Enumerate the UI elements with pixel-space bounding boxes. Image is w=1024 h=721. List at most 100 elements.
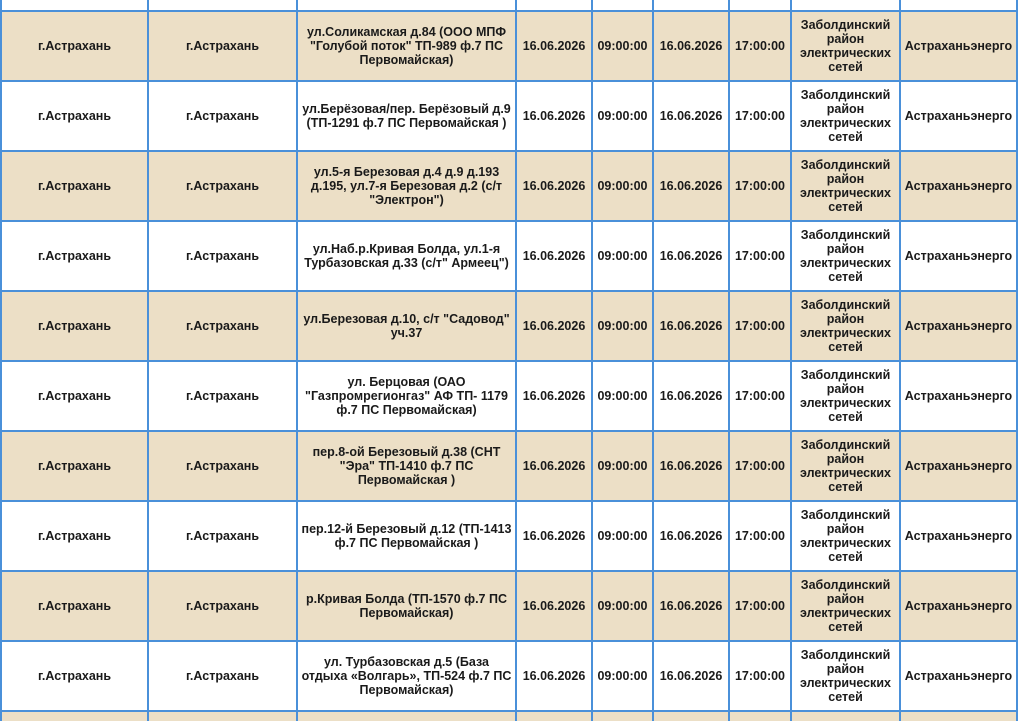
table-row: г.Астрахань г.Астрахань р.Кривая Болда (…	[0, 570, 1018, 642]
district-cell: Заболдинский район электрических сетей	[790, 640, 901, 712]
table-cell	[296, 0, 517, 12]
address-cell: ул.Березовая д.10, с/т "Садовод" уч.37	[296, 290, 517, 362]
table-cell	[652, 710, 730, 721]
start-date-cell: 16.06.2026	[515, 430, 593, 502]
table-row: г.Астрахань г.Астрахань ул.Берёзовая/пер…	[0, 80, 1018, 152]
end-time-cell: 17:00:00	[728, 80, 792, 152]
city-cell: г.Астрахань	[147, 220, 298, 292]
table-row-partial-top	[0, 0, 1018, 12]
district-cell: Заболдинский район электрических сетей	[790, 360, 901, 432]
table-row: г.Астрахань г.Астрахань ул.5-я Березовая…	[0, 150, 1018, 222]
table-row: г.Астрахань г.Астрахань ул.Березовая д.1…	[0, 290, 1018, 362]
start-date-cell: 16.06.2026	[515, 10, 593, 82]
table-cell	[899, 710, 1018, 721]
table-cell	[790, 0, 901, 12]
end-time-cell: 17:00:00	[728, 570, 792, 642]
region-cell: г.Астрахань	[0, 430, 149, 502]
table-row: г.Астрахань г.Астрахань ул. Берцовая (ОА…	[0, 360, 1018, 432]
start-time-cell: 09:00:00	[591, 500, 654, 572]
end-date-cell: 16.06.2026	[652, 430, 730, 502]
end-time-cell: 17:00:00	[728, 150, 792, 222]
start-date-cell: 16.06.2026	[515, 360, 593, 432]
table-cell	[652, 0, 730, 12]
organization-cell: Астраханьэнерго	[899, 10, 1018, 82]
region-cell: г.Астрахань	[0, 220, 149, 292]
district-cell: Заболдинский район электрических сетей	[790, 500, 901, 572]
region-cell: г.Астрахань	[0, 570, 149, 642]
table-cell	[147, 0, 298, 12]
table-row: г.Астрахань г.Астрахань ул.Соликамская д…	[0, 10, 1018, 82]
region-cell: г.Астрахань	[0, 290, 149, 362]
start-time-cell: 09:00:00	[591, 430, 654, 502]
address-cell: пер.8-ой Березовый д.38 (СНТ "Эра" ТП-14…	[296, 430, 517, 502]
district-cell: Заболдинский район электрических сетей	[790, 430, 901, 502]
start-time-cell: 09:00:00	[591, 360, 654, 432]
start-time-cell: 09:00:00	[591, 640, 654, 712]
city-cell: г.Астрахань	[147, 150, 298, 222]
table-cell	[591, 0, 654, 12]
address-cell: ул.Соликамская д.84 (ООО МПФ "Голубой по…	[296, 10, 517, 82]
organization-cell: Астраханьэнерго	[899, 500, 1018, 572]
address-cell: ул.Берёзовая/пер. Берёзовый д.9 (ТП-1291…	[296, 80, 517, 152]
city-cell: г.Астрахань	[147, 360, 298, 432]
end-date-cell: 16.06.2026	[652, 570, 730, 642]
start-time-cell: 09:00:00	[591, 290, 654, 362]
organization-cell: Астраханьэнерго	[899, 220, 1018, 292]
city-cell: г.Астрахань	[147, 10, 298, 82]
end-date-cell: 16.06.2026	[652, 640, 730, 712]
start-date-cell: 16.06.2026	[515, 290, 593, 362]
start-date-cell: 16.06.2026	[515, 570, 593, 642]
end-time-cell: 17:00:00	[728, 500, 792, 572]
table-row: г.Астрахань г.Астрахань ул.Наб.р.Кривая …	[0, 220, 1018, 292]
start-time-cell: 09:00:00	[591, 10, 654, 82]
city-cell: г.Астрахань	[147, 80, 298, 152]
end-time-cell: 17:00:00	[728, 640, 792, 712]
address-cell: ул. Турбазовская д.5 (База отдыха «Волга…	[296, 640, 517, 712]
end-time-cell: 17:00:00	[728, 290, 792, 362]
start-date-cell: 16.06.2026	[515, 80, 593, 152]
address-cell: пер.12-й Березовый д.12 (ТП-1413 ф.7 ПС …	[296, 500, 517, 572]
organization-cell: Астраханьэнерго	[899, 430, 1018, 502]
table-cell	[899, 0, 1018, 12]
organization-cell: Астраханьэнерго	[899, 150, 1018, 222]
region-cell: г.Астрахань	[0, 640, 149, 712]
end-date-cell: 16.06.2026	[652, 500, 730, 572]
end-date-cell: 16.06.2026	[652, 150, 730, 222]
table-cell	[728, 0, 792, 12]
end-time-cell: 17:00:00	[728, 430, 792, 502]
table-cell	[515, 710, 593, 721]
address-cell: ул.Наб.р.Кривая Болда, ул.1-я Турбазовск…	[296, 220, 517, 292]
table-cell	[296, 710, 517, 721]
city-cell: г.Астрахань	[147, 570, 298, 642]
region-cell: г.Астрахань	[0, 80, 149, 152]
table-row: г.Астрахань г.Астрахань пер.12-й Березов…	[0, 500, 1018, 572]
start-time-cell: 09:00:00	[591, 80, 654, 152]
city-cell: г.Астрахань	[147, 500, 298, 572]
district-cell: Заболдинский район электрических сетей	[790, 150, 901, 222]
region-cell: г.Астрахань	[0, 10, 149, 82]
city-cell: г.Астрахань	[147, 290, 298, 362]
table-cell	[790, 710, 901, 721]
end-time-cell: 17:00:00	[728, 360, 792, 432]
end-date-cell: 16.06.2026	[652, 80, 730, 152]
table-row-partial-bottom	[0, 710, 1018, 721]
table-cell	[728, 710, 792, 721]
start-time-cell: 09:00:00	[591, 150, 654, 222]
address-cell: ул. Берцовая (ОАО "Газпромрегионгаз" АФ …	[296, 360, 517, 432]
end-date-cell: 16.06.2026	[652, 10, 730, 82]
address-cell: р.Кривая Болда (ТП-1570 ф.7 ПС Первомайс…	[296, 570, 517, 642]
table-row: г.Астрахань г.Астрахань ул. Турбазовская…	[0, 640, 1018, 712]
start-time-cell: 09:00:00	[591, 570, 654, 642]
table-cell	[147, 710, 298, 721]
start-date-cell: 16.06.2026	[515, 640, 593, 712]
district-cell: Заболдинский район электрических сетей	[790, 220, 901, 292]
start-date-cell: 16.06.2026	[515, 150, 593, 222]
start-date-cell: 16.06.2026	[515, 500, 593, 572]
district-cell: Заболдинский район электрических сетей	[790, 290, 901, 362]
end-time-cell: 17:00:00	[728, 10, 792, 82]
table-cell	[515, 0, 593, 12]
table-cell	[0, 710, 149, 721]
